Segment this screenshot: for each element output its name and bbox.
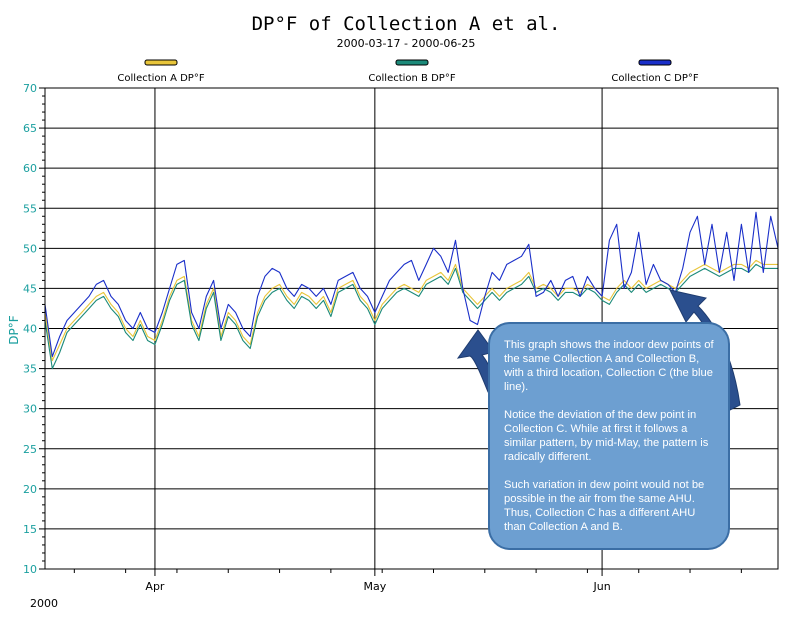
y-tick-label-55: 55 [23,202,37,215]
y-tick-label-30: 30 [23,403,37,416]
y-axis: 10 15 20 25 30 35 40 45 50 55 60 65 70 [23,82,45,576]
series-line-collection-a [44,259,778,362]
chart-subtitle: 2000-03-17 - 2000-06-25 [337,37,476,50]
legend-swatch-collection-c [638,59,672,66]
x-tick-label-jun: Jun [592,580,610,593]
y-tick-label-45: 45 [23,282,37,295]
callout-paragraph-1: This graph shows the indoor dew points o… [504,339,714,393]
series-line-collection-c [44,211,779,358]
y-tick-label-20: 20 [23,483,37,496]
year-label: 2000 [30,597,58,610]
x-tick-label-may: May [363,580,386,593]
y-tick-label-65: 65 [23,122,37,135]
legend: Collection A DP°F Collection B DP°F Collec… [117,59,699,84]
y-tick-label-60: 60 [23,162,37,175]
callout-paragraph-2: Notice the deviation of the dew point in… [504,409,709,463]
legend-label-collection-a: Collection A DP°F [117,73,204,84]
x-axis: Apr May Jun [73,569,742,593]
plot-frame [44,87,779,570]
chart-title: DP°F of Collection A et al. [252,13,561,35]
y-tick-label-35: 35 [23,363,37,376]
y-tick-label-15: 15 [23,523,37,536]
legend-label-collection-c: Collection C DP°F [611,73,699,84]
annotation-callout: This graph shows the indoor dew points o… [488,322,730,550]
y-axis-label: DP°F [7,315,21,344]
y-tick-label-40: 40 [23,323,37,336]
legend-swatch-collection-a [144,59,178,66]
legend-swatch-collection-b [395,59,429,66]
x-tick-label-apr: Apr [145,580,165,593]
legend-label-collection-b: Collection B DP°F [368,73,455,84]
y-tick-label-25: 25 [23,443,37,456]
callout-paragraph-3: Such variation in dew point would not be… [504,479,705,533]
y-tick-label-50: 50 [23,242,37,255]
y-tick-label-10: 10 [23,563,37,576]
y-tick-label-70: 70 [23,82,37,95]
series-group [44,211,779,370]
series-line-collection-b [44,263,778,370]
